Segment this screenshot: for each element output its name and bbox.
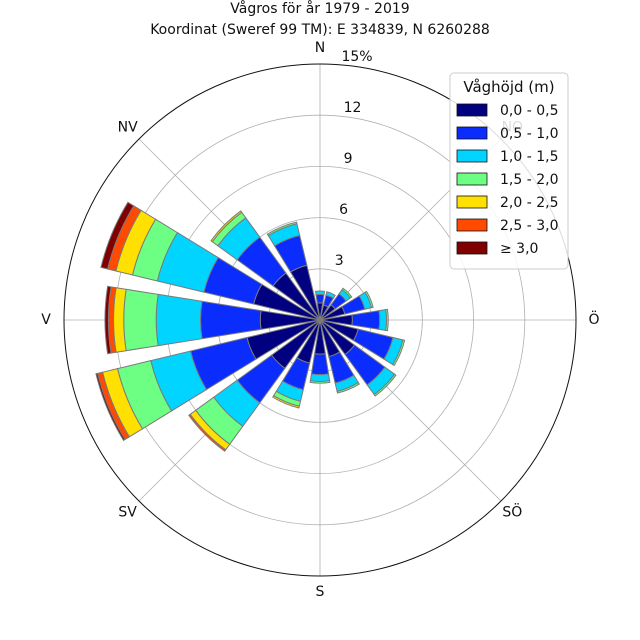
radial-tick-label: 3 — [335, 253, 344, 269]
radial-tick-label: 12 — [344, 100, 362, 116]
direction-label: NV — [118, 120, 138, 136]
direction-label: N — [315, 40, 325, 56]
legend-title: Våghöjd (m) — [463, 78, 554, 96]
rose-bar-segment — [351, 310, 381, 330]
chart-subtitle: Koordinat (Sweref 99 TM): E 334839, N 62… — [150, 22, 490, 38]
legend-label: ≥ 3,0 — [500, 241, 538, 257]
rose-bar-segment — [392, 339, 406, 367]
rose-bar-segment — [200, 300, 262, 340]
rose-bar-segment — [310, 353, 330, 376]
radial-tick-label: 9 — [344, 151, 353, 167]
chart-title: Vågros för år 1979 - 2019 — [230, 0, 409, 17]
legend-swatch — [456, 172, 488, 186]
rose-bar-segment — [364, 290, 374, 309]
sector-stack — [319, 291, 336, 321]
direction-label: V — [41, 312, 51, 328]
radial-tick-label: 6 — [339, 202, 348, 218]
legend-label: 1,0 - 1,5 — [500, 149, 558, 165]
legend: Våghöjd (m) 0,0 - 0,5 0,5 - 1,0 1,0 - 1,5 1… — [449, 72, 569, 270]
rose-bar-segment — [341, 287, 353, 299]
legend-label: 0,0 - 0,5 — [500, 103, 558, 119]
sector-stack — [319, 290, 374, 321]
rose-bar-segment — [188, 413, 227, 452]
sector-stack — [100, 201, 321, 321]
direction-label: SV — [118, 504, 137, 520]
legend-swatch — [456, 195, 488, 209]
direction-label: S — [316, 584, 325, 600]
rose-bar-segment — [325, 291, 336, 299]
sector-stack — [314, 290, 326, 321]
rose-bar-segment — [210, 210, 243, 243]
legend-items: 0,0 - 0,5 0,5 - 1,0 1,0 - 1,5 1,5 - 2,0 2,0 … — [456, 103, 558, 257]
rose-bar-segment — [266, 221, 298, 237]
rose-bar-segment — [100, 201, 135, 270]
radial-tick-label: 15% — [341, 49, 372, 65]
sector-stack — [272, 319, 321, 409]
rose-bar-segment — [309, 373, 331, 382]
rose-bar-segment — [155, 293, 203, 347]
sector-stack — [95, 319, 321, 442]
legend-swatch — [456, 126, 488, 140]
sector-stack — [104, 285, 321, 355]
radial-tick-labels: 3 6 9 12 15% — [335, 49, 373, 269]
rose-bar-segment — [123, 288, 159, 352]
sector-stack — [319, 287, 353, 321]
legend-swatch — [456, 241, 488, 255]
sector-stack — [188, 319, 321, 452]
rose-bar-segment — [309, 380, 331, 384]
rose-bar-segment — [336, 381, 360, 394]
sector-stack — [309, 319, 331, 384]
rose-bars — [95, 201, 406, 452]
rose-bar-segment — [104, 285, 112, 355]
sector-stack — [319, 308, 389, 332]
rose-bar-segment — [315, 293, 325, 304]
legend-swatch — [456, 103, 488, 117]
rose-bar-segment — [378, 309, 388, 331]
legend-label: 2,0 - 2,5 — [500, 195, 558, 211]
rose-bar-segment — [314, 290, 326, 296]
sector-stack — [210, 210, 321, 321]
rose-bar-segment — [385, 308, 389, 332]
direction-label: SÖ — [502, 502, 522, 520]
outer-ring — [63, 63, 577, 577]
sector-stack — [319, 319, 406, 367]
legend-label: 0,5 - 1,0 — [500, 126, 558, 142]
rose-bar-segment — [272, 394, 300, 409]
rose-bar-segment — [95, 372, 126, 442]
legend-label: 2,5 - 3,0 — [500, 218, 558, 234]
rose-bar-segment — [373, 373, 397, 397]
legend-label: 1,5 - 2,0 — [500, 172, 558, 188]
legend-swatch — [456, 149, 488, 163]
legend-swatch — [456, 218, 488, 232]
sector-stack — [319, 319, 397, 397]
direction-label: Ö — [588, 310, 599, 328]
sector-stack — [319, 319, 360, 394]
sector-stack — [266, 221, 321, 321]
